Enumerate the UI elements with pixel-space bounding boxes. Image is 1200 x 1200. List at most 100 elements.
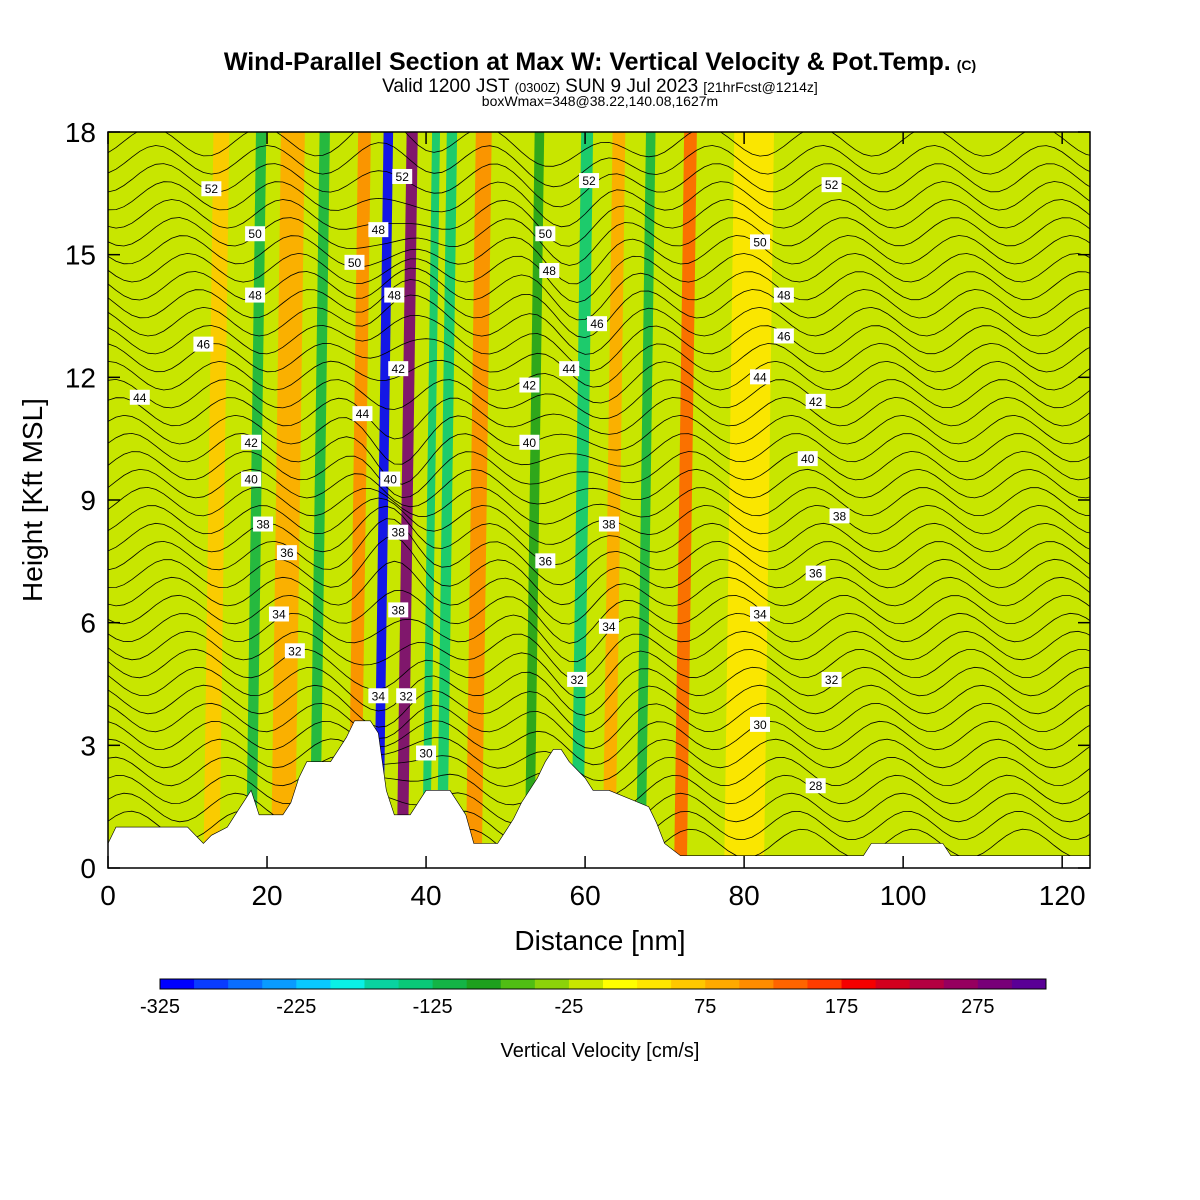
colorbar-swatch (466, 979, 502, 989)
contour-label: 34 (268, 606, 289, 622)
theta-contour-line (108, 560, 1090, 625)
contour-label-bg (587, 316, 608, 332)
colorbar-swatch (705, 979, 740, 989)
theta-contour-line (108, 486, 1090, 525)
colorbar-swatch (262, 979, 297, 989)
contour-label-bg (241, 434, 262, 450)
contour-label-text: 38 (392, 603, 406, 617)
contour-label-bg (368, 688, 389, 704)
contour-label-text: 46 (777, 329, 791, 343)
colorbar-swatch (637, 979, 672, 989)
contour-label: 50 (245, 226, 266, 242)
colorbar-swatch (296, 979, 331, 989)
colorbar-tick-label: -125 (413, 996, 453, 1018)
chart-title: Wind-Parallel Section at Max W: Vertical… (224, 48, 976, 76)
x-tick-label: 120 (1039, 880, 1086, 911)
contour-label-text: 50 (753, 235, 767, 249)
x-axis-label: Distance [nm] (514, 925, 685, 956)
x-tick-label: 40 (410, 880, 441, 911)
x-tick-label: 100 (880, 880, 927, 911)
theta-contour-line (108, 414, 1090, 465)
velocity-band (851, 132, 886, 868)
contour-label-bg (519, 434, 540, 450)
velocity-band (203, 132, 230, 868)
contour-label: 30 (416, 745, 437, 761)
velocity-band (373, 132, 394, 868)
contour-label-bg (245, 287, 266, 303)
contour-label-text: 52 (396, 170, 410, 184)
contour-label: 38 (829, 508, 850, 524)
colorbar-swatch (841, 979, 877, 989)
contour-label-bg (535, 226, 556, 242)
colorbar-swatch (943, 979, 979, 989)
x-tick-label: 60 (570, 880, 601, 911)
velocity-band (724, 132, 774, 868)
contour-label: 34 (750, 606, 771, 622)
velocity-band (635, 132, 656, 868)
theta-contour-line (108, 612, 1090, 663)
velocity-band (436, 132, 458, 868)
velocity-band (674, 132, 697, 868)
velocity-band (602, 132, 626, 868)
contour-label-text: 36 (539, 554, 553, 568)
contour-label: 32 (567, 671, 588, 687)
contour-label: 42 (519, 377, 540, 393)
contour-label-bg (773, 287, 794, 303)
y-tick-label: 0 (80, 853, 96, 884)
contour-label: 38 (253, 516, 274, 532)
y-axis-label: Height [Kft MSL] (17, 398, 48, 602)
contour-label: 46 (773, 328, 794, 344)
contour-label-bg (388, 524, 409, 540)
theta-contour-line (108, 199, 1090, 247)
contour-label-text: 34 (602, 620, 616, 634)
contour-label-text: 38 (602, 518, 616, 532)
contour-label-bg (344, 254, 365, 270)
colorbar-tick-label: -225 (276, 996, 316, 1018)
contour-label: 38 (388, 524, 409, 540)
colorbar-swatch (1011, 979, 1047, 989)
x-tick-label: 80 (729, 880, 760, 911)
contour-label: 36 (276, 545, 297, 561)
theta-contour-line (108, 359, 1090, 404)
contour-labels: 52 50 48 46 44 42 40 38 36 34 32 50 48 52 48 42 44 40 38 38… (129, 168, 850, 794)
contour-label-bg (750, 716, 771, 732)
contour-label: 48 (539, 263, 560, 279)
contour-label-text: 30 (419, 747, 433, 761)
contour-label: 28 (805, 778, 826, 794)
contour-label-bg (129, 389, 150, 405)
box-info: boxWmax=348@38.22,140.08,1627m (482, 93, 718, 109)
contour-label-text: 40 (801, 452, 815, 466)
contour-label-bg (750, 234, 771, 250)
contour-label-text: 48 (248, 289, 262, 303)
contour-label-text: 50 (539, 227, 553, 241)
x-tick-label: 20 (251, 880, 282, 911)
contour-label: 50 (535, 226, 556, 242)
contour-label-text: 32 (825, 673, 839, 687)
contour-label-bg (539, 263, 560, 279)
contour-label-text: 44 (356, 407, 370, 421)
contour-label: 44 (129, 389, 150, 405)
contour-label: 44 (352, 406, 373, 422)
theta-contour-line (108, 217, 1090, 266)
contour-label-text: 38 (256, 518, 270, 532)
contour-label: 48 (773, 287, 794, 303)
contour-label-bg (201, 181, 222, 197)
y-tick-label: 18 (65, 117, 96, 148)
contour-label-bg (193, 336, 214, 352)
contour-label-text: 42 (809, 395, 823, 409)
contour-label-bg (368, 222, 389, 238)
contour-label: 52 (392, 168, 413, 184)
x-tick-label: 0 (100, 880, 116, 911)
y-tick-label: 6 (80, 608, 96, 639)
theta-contour-line (108, 235, 1090, 285)
contour-label-bg (535, 553, 556, 569)
theta-contour-line (108, 396, 1090, 440)
contour-label-text: 48 (777, 289, 791, 303)
contour-label-text: 38 (392, 526, 406, 540)
contour-label-bg (797, 451, 818, 467)
contour-label-text: 30 (753, 718, 767, 732)
contour-label: 34 (598, 618, 619, 634)
theta-contour-line (108, 450, 1090, 499)
colorbar-swatch (807, 979, 843, 989)
